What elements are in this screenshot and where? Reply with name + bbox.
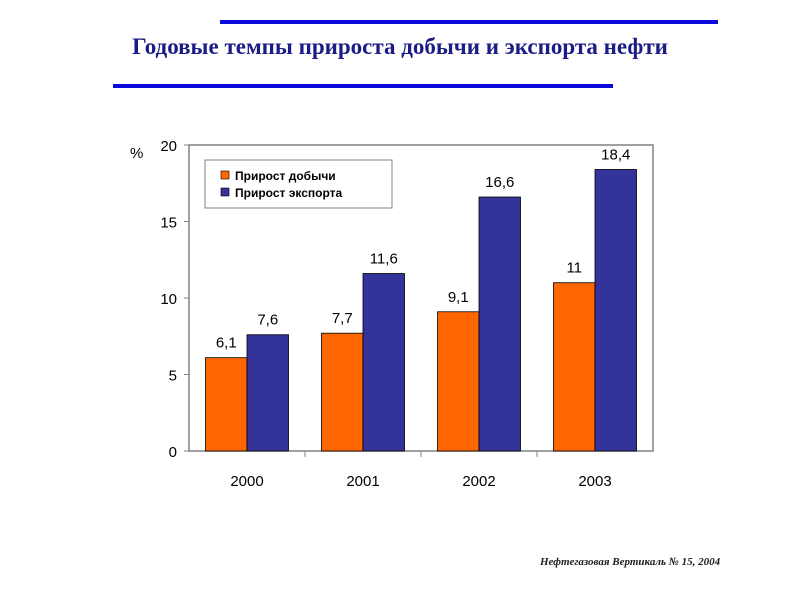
- bar-production-2001: [321, 332, 364, 452]
- y-tick-label: 20: [160, 138, 177, 155]
- bar-production-2000: [205, 357, 248, 452]
- y-tick-label: 10: [160, 291, 177, 308]
- bar-production-2002: [437, 311, 480, 452]
- bar-export-2003: [594, 169, 637, 452]
- data-label: 7,7: [332, 310, 353, 327]
- legend-label: Прирост добычи: [235, 169, 336, 183]
- bar-export-2002: [478, 196, 521, 452]
- x-tick-label: 2001: [346, 473, 379, 490]
- data-label: 9,1: [448, 289, 469, 306]
- data-label: 11: [566, 260, 582, 277]
- legend: [204, 159, 393, 209]
- data-label: 18,4: [601, 146, 630, 163]
- bottom-accent-rule: [113, 84, 613, 88]
- x-tick-label: 2002: [462, 473, 495, 490]
- legend-swatch: [220, 170, 230, 180]
- data-label: 7,6: [257, 312, 278, 329]
- data-label: 6,1: [216, 335, 237, 352]
- y-tick-label: 0: [169, 444, 177, 461]
- y-tick-label: 15: [160, 215, 177, 232]
- legend-label: Прирост экспорта: [235, 186, 342, 200]
- data-label: 16,6: [485, 174, 514, 191]
- x-tick-label: 2000: [230, 473, 263, 490]
- bar-export-2000: [246, 334, 289, 452]
- legend-swatch: [220, 187, 230, 197]
- bar-export-2001: [362, 273, 405, 452]
- slide-title: Годовые темпы прироста добычи и экспорта…: [132, 34, 668, 59]
- x-tick-label: 2003: [578, 473, 611, 490]
- top-accent-rule: [220, 20, 718, 24]
- y-tick-label: 5: [169, 368, 177, 385]
- data-label: 11,6: [370, 251, 398, 268]
- bar-production-2003: [553, 282, 596, 452]
- source-citation: Нефтегазовая Вертикаль № 15, 2004: [540, 556, 721, 568]
- y-axis-label: %: [130, 145, 143, 162]
